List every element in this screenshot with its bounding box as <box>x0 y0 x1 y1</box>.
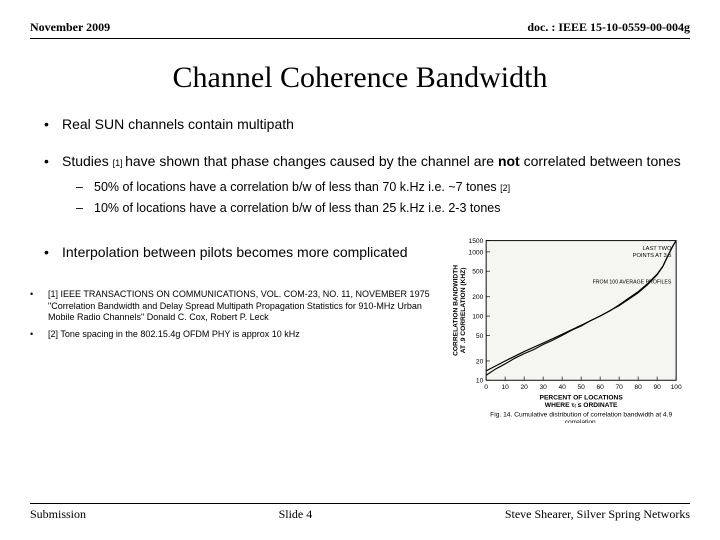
bullet-mark: • <box>30 289 48 323</box>
bullet-1-text: Real SUN channels contain multipath <box>62 115 294 134</box>
content-area: • Real SUN channels contain multipath • … <box>30 115 690 503</box>
footer-right: Steve Shearer, Silver Spring Networks <box>505 507 690 522</box>
correlation-bandwidth-chart: 1020501002005001000150001020304050607080… <box>440 233 690 423</box>
svg-text:90: 90 <box>653 383 661 390</box>
dash-mark: – <box>76 200 94 217</box>
svg-text:AT .9 CORRELATION (KHZ): AT .9 CORRELATION (KHZ) <box>460 267 467 353</box>
svg-text:1500: 1500 <box>469 238 484 245</box>
sub-2-text: 10% of locations have a correlation b/w … <box>94 200 500 217</box>
svg-text:PERCENT OF LOCATIONS: PERCENT OF LOCATIONS <box>540 394 624 401</box>
header-doc: doc. : IEEE 15-10-0559-00-004g <box>527 20 690 35</box>
svg-text:80: 80 <box>634 383 642 390</box>
svg-text:60: 60 <box>596 383 604 390</box>
bullet-2: • Studies [1] have shown that phase chan… <box>44 152 690 171</box>
bullet-1: • Real SUN channels contain multipath <box>44 115 690 134</box>
footer-center: Slide 4 <box>279 507 313 522</box>
svg-text:LAST TWO: LAST TWO <box>643 246 672 252</box>
svg-text:POINTS AT 3.5: POINTS AT 3.5 <box>633 252 672 258</box>
sub-bullet-2: – 10% of locations have a correlation b/… <box>76 200 690 217</box>
page-footer: Submission Slide 4 Steve Shearer, Silver… <box>30 503 690 522</box>
ref-1: • [1] IEEE TRANSACTIONS ON COMMUNICATION… <box>30 289 434 323</box>
svg-text:WHERE τ₍ ≤ ORDINATE: WHERE τ₍ ≤ ORDINATE <box>545 401 618 408</box>
svg-text:100: 100 <box>671 383 682 390</box>
bullet-3: • Interpolation between pilots becomes m… <box>44 243 434 262</box>
footer-left: Submission <box>30 507 86 522</box>
svg-text:CORRELATION BANDWIDTH: CORRELATION BANDWIDTH <box>453 264 460 355</box>
svg-text:10: 10 <box>476 377 484 384</box>
sub-1-text: 50% of locations have a correlation b/w … <box>94 179 510 196</box>
svg-text:200: 200 <box>472 294 483 301</box>
bullet-mark: • <box>44 152 62 171</box>
svg-text:40: 40 <box>558 383 566 390</box>
svg-text:0: 0 <box>484 383 488 390</box>
references: • [1] IEEE TRANSACTIONS ON COMMUNICATION… <box>30 289 434 340</box>
bullet-mark: • <box>30 329 48 340</box>
svg-text:1000: 1000 <box>469 249 484 256</box>
svg-text:70: 70 <box>615 383 623 390</box>
page-title: Channel Coherence Bandwidth <box>30 61 690 95</box>
sub-bullet-1: – 50% of locations have a correlation b/… <box>76 179 690 196</box>
svg-text:30: 30 <box>539 383 547 390</box>
svg-text:500: 500 <box>472 268 483 275</box>
bullet-mark: • <box>44 243 62 262</box>
svg-text:20: 20 <box>520 383 528 390</box>
svg-text:10: 10 <box>501 383 509 390</box>
svg-text:100: 100 <box>472 313 483 320</box>
svg-text:Fig. 14. Cumulative distribut: Fig. 14. Cumulative distribution of corr… <box>490 411 672 418</box>
svg-text:50: 50 <box>476 332 484 339</box>
svg-text:50: 50 <box>577 383 585 390</box>
ref-2: • [2] Tone spacing in the 802.15.4g OFDM… <box>30 329 434 340</box>
header-date: November 2009 <box>30 20 110 35</box>
page-header: November 2009 doc. : IEEE 15-10-0559-00-… <box>30 20 690 39</box>
svg-text:FROM 100 AVERAGE PROFILES: FROM 100 AVERAGE PROFILES <box>593 279 672 285</box>
bullet-2-text: Studies [1] have shown that phase change… <box>62 152 681 171</box>
bullet-3-text: Interpolation between pilots becomes mor… <box>62 243 408 262</box>
bullet-mark: • <box>44 115 62 134</box>
dash-mark: – <box>76 179 94 196</box>
svg-text:20: 20 <box>476 358 484 365</box>
svg-text:correlation.: correlation. <box>565 418 598 422</box>
